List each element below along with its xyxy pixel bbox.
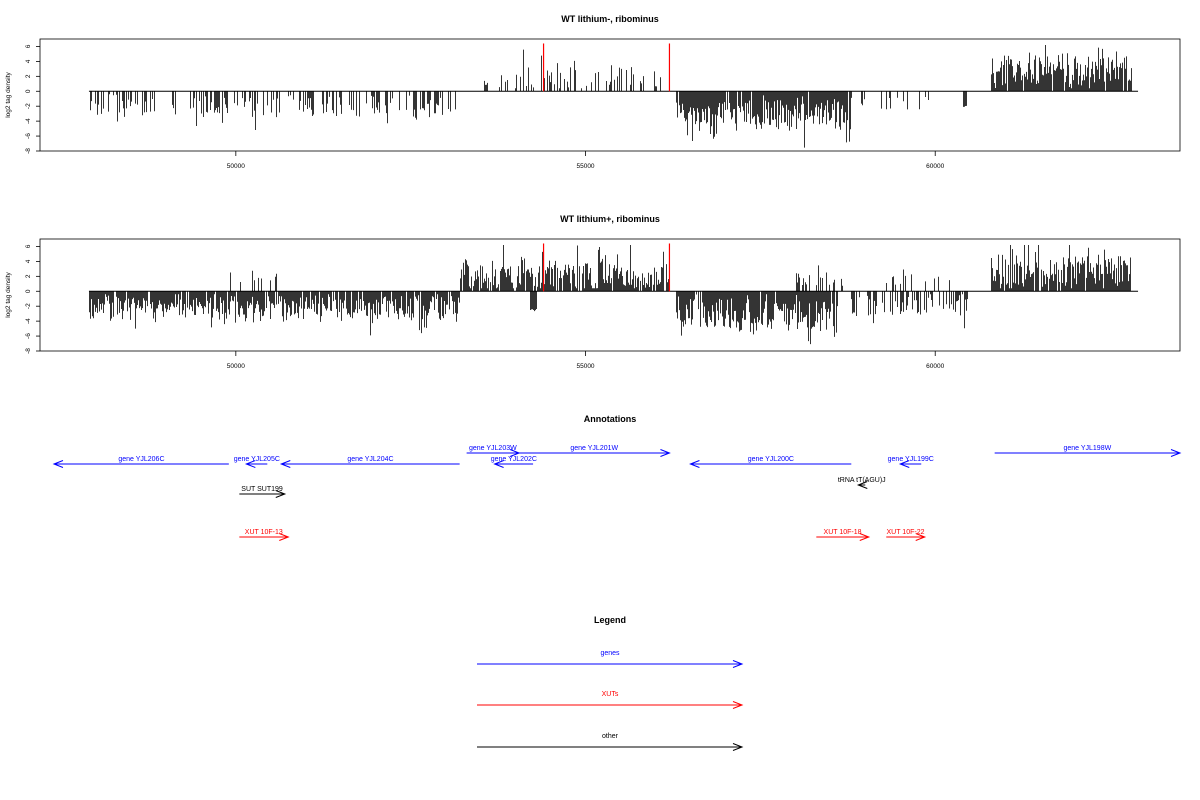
y-tick-label: 4 [25,59,32,63]
legend-items: genes XUTs other [477,650,744,751]
gene-arrow: gene YJL206C [52,456,229,468]
gene-label: gene YJL200C [748,456,794,463]
gene-label: gene YJL201W [570,445,618,452]
x-tick-label: 50000 [227,363,245,370]
gene-arrow: gene YJL204C [279,456,460,468]
arrowhead [689,460,700,468]
arrowhead [915,533,927,541]
gene-arrow: gene YJL203W [466,445,521,457]
xut-arrow: XUT 10F-22 [886,529,927,541]
y-axis: -8 -6 -4 -2 0 2 4 6 [25,244,40,354]
arrowhead [660,449,671,457]
legend-item-gene: genes [477,650,744,668]
y-tick-label: 0 [25,289,32,293]
arrowhead [859,533,871,541]
xut-label: XUT 10F-18 [824,529,862,536]
plot-frame [39,38,1181,152]
xut-label: XUT 10F-22 [886,529,924,536]
y-tick-label: -2 [25,303,32,309]
panel-lithium-minus: WT lithium-, ribominus log2 tag density … [5,14,1181,170]
y-axis: -8 -6 -4 -2 0 2 4 6 [25,44,40,154]
y-tick-label: 6 [25,244,32,248]
legend-item-xut: XUTs [477,691,744,709]
y-tick-label: 2 [25,74,32,78]
x-axis: 50000 55000 60000 [227,351,945,370]
gene-arrow: gene YJL202C [491,456,537,468]
gene-label: gene YJL202C [491,456,537,463]
x-axis: 50000 55000 60000 [227,151,945,170]
y-tick-label: -6 [25,133,32,139]
xut-label: XUT 10F-13 [245,529,283,536]
gene-label: gene YJL204C [347,456,393,463]
other-label: tRNA tT(AGU)J [838,477,886,484]
legend-title: Legend [594,615,626,625]
x-tick-label: 55000 [576,363,594,370]
arrowhead [732,660,744,668]
legend-label: XUTs [602,691,619,698]
y-tick-label: -4 [25,118,32,124]
panel-title: WT lithium+, ribominus [560,214,660,224]
arrowhead [275,490,287,498]
xut-arrow: XUT 10F-18 [816,529,871,541]
y-tick-label: -2 [25,103,32,109]
other-arrow: SUT SUT199 [239,486,287,498]
gene-arrow: gene YJL200C [689,456,852,468]
gene-arrow: gene YJL201W [519,445,671,457]
other-label: SUT SUT199 [241,486,283,493]
legend-label: other [602,733,619,740]
y-axis-label: log2 tag density [5,271,12,317]
gene-label: gene YJL203W [469,445,517,452]
gene-label: gene YJL198W [1063,445,1111,452]
x-tick-label: 50000 [227,163,245,170]
gene-arrow: gene YJL205C [234,456,280,468]
plot-frame [39,238,1181,352]
y-tick-label: -8 [25,148,32,154]
x-tick-label: 60000 [926,163,944,170]
gene-arrow: gene YJL198W [994,445,1182,457]
panel-title: WT lithium-, ribominus [561,14,659,24]
arrowhead [856,481,868,489]
y-axis-label: log2 tag density [5,71,12,117]
y-tick-label: 0 [25,89,32,93]
y-tick-label: 6 [25,44,32,48]
annotations-track: Annotations gene YJL206C gene YJL205C gene… [52,414,1182,541]
annotation-features: gene YJL206C gene YJL205C gene YJL204C gene… [52,445,1182,541]
legend-label: genes [600,650,620,657]
legend: Legend genes XUTs other [477,615,744,751]
y-tick-label: -8 [25,348,32,354]
y-tick-label: -6 [25,333,32,339]
gene-label: gene YJL206C [118,456,164,463]
gene-label: gene YJL199C [888,456,934,463]
legend-item-other: other [477,733,744,751]
gene-arrow: gene YJL199C [888,456,934,468]
arrowhead [52,460,64,468]
annotations-title: Annotations [584,414,637,424]
arrowhead [898,460,910,468]
arrowhead [732,743,744,751]
y-tick-label: 4 [25,259,32,263]
arrowhead [493,460,504,468]
x-tick-label: 55000 [576,163,594,170]
arrowhead [279,533,290,541]
arrowhead [1170,449,1182,457]
y-tick-label: -4 [25,318,32,324]
arrowhead [279,460,291,468]
arrowhead [244,460,256,468]
arrowhead [732,701,744,709]
bar-series [88,43,1139,148]
gene-label: gene YJL205C [234,456,280,463]
panel-lithium-plus: WT lithium+, ribominus log2 tag density … [5,214,1181,370]
bar-series [88,243,1139,345]
y-tick-label: 2 [25,274,32,278]
x-tick-label: 60000 [926,363,944,370]
xut-arrow: XUT 10F-13 [239,529,290,541]
other-arrow: tRNA tT(AGU)J [838,477,886,489]
